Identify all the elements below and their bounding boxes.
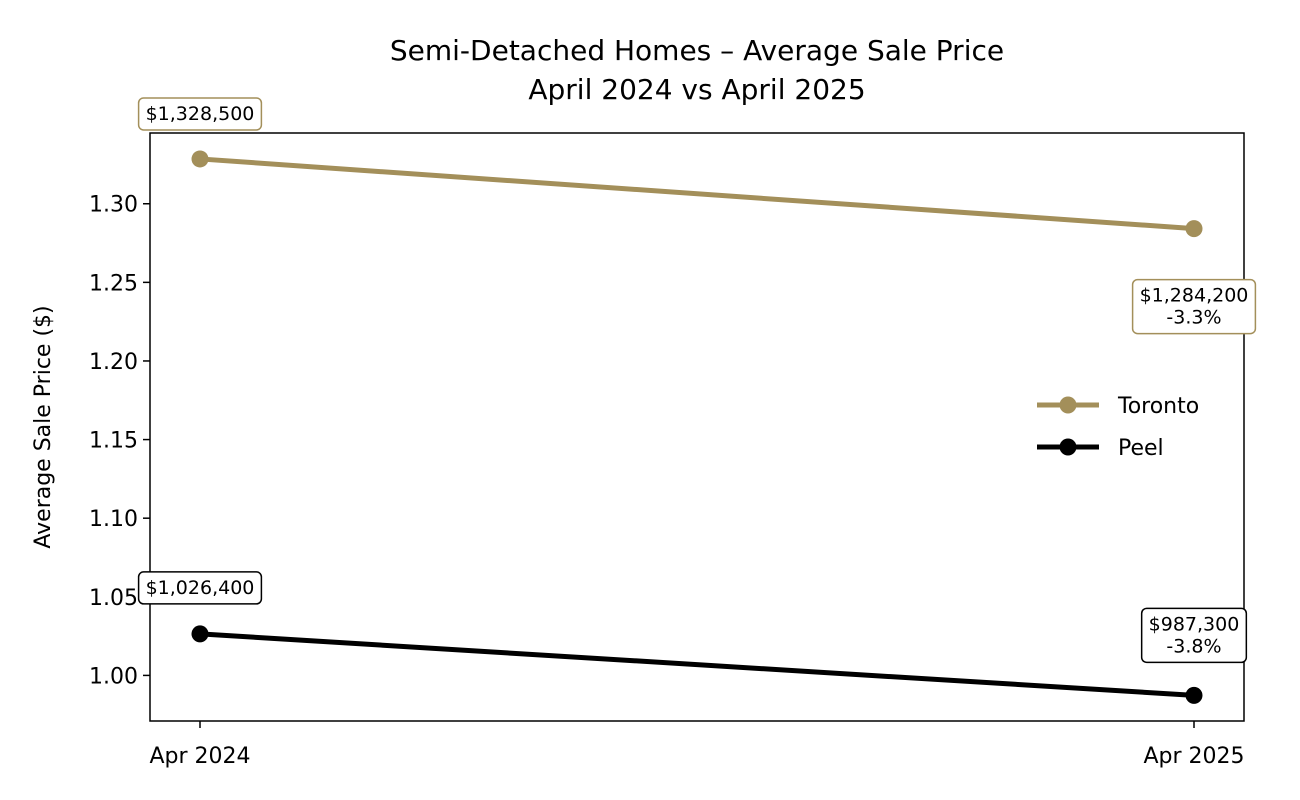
series-line-peel: [199, 631, 1195, 698]
data-label-box: $1,284,200-3.3%: [1131, 278, 1257, 335]
data-point-toronto: [1185, 220, 1203, 238]
data-label-frame: [137, 97, 263, 131]
data-label-frame: [1140, 607, 1248, 664]
data-label-value: $1,328,500: [146, 103, 255, 125]
legend-label-toronto: Toronto: [1117, 394, 1199, 419]
legend-swatch-marker: [1059, 396, 1077, 414]
x-axis-ticks: Apr 2024 Apr 2025: [149, 721, 1245, 769]
y-axis-ticks: 1.00 1.05 1.10 1.15 1.20 1.25 1.30: [89, 193, 150, 689]
series-line-toronto: [199, 156, 1195, 232]
data-label-change: -3.8%: [1166, 636, 1221, 658]
x-tick-label: Apr 2024: [149, 744, 250, 769]
y-tick-label: 1.20: [89, 350, 138, 375]
y-axis-label: Average Sale Price ($): [31, 305, 56, 548]
data-label-value: $1,026,400: [146, 577, 255, 599]
y-tick-label: 1.25: [89, 271, 138, 296]
y-tick-label: 1.30: [89, 193, 138, 218]
data-label-frame: [1131, 278, 1257, 335]
data-label-change: -3.3%: [1166, 307, 1221, 329]
chart-subtitle: April 2024 vs April 2025: [528, 73, 865, 106]
series-layer: [191, 150, 1203, 704]
legend-label-peel: Peel: [1118, 436, 1164, 461]
y-tick-label: 1.15: [89, 429, 138, 454]
data-point-peel: [1185, 686, 1203, 704]
y-tick-label: 1.05: [89, 586, 138, 611]
data-label-box: $1,328,500: [137, 97, 263, 131]
x-tick-label: Apr 2025: [1143, 744, 1244, 769]
data-label-box: $987,300-3.8%: [1140, 607, 1248, 664]
data-point-peel: [191, 625, 209, 643]
data-labels: $1,328,500 $1,284,200-3.3% $1,026,400 $987,…: [137, 97, 1257, 664]
chart-title: Semi-Detached Homes – Average Sale Price: [390, 34, 1004, 67]
legend-swatch-marker: [1059, 438, 1077, 456]
y-tick-label: 1.00: [89, 664, 138, 689]
y-tick-label: 1.10: [89, 507, 138, 532]
data-point-toronto: [191, 150, 209, 168]
data-label-frame: [137, 571, 263, 605]
plot-frame: [149, 132, 1245, 722]
legend: Toronto Peel: [1037, 394, 1199, 461]
data-label-value: $1,284,200: [1140, 285, 1249, 307]
data-label-box: $1,026,400: [137, 571, 263, 605]
data-label-value: $987,300: [1149, 614, 1240, 636]
